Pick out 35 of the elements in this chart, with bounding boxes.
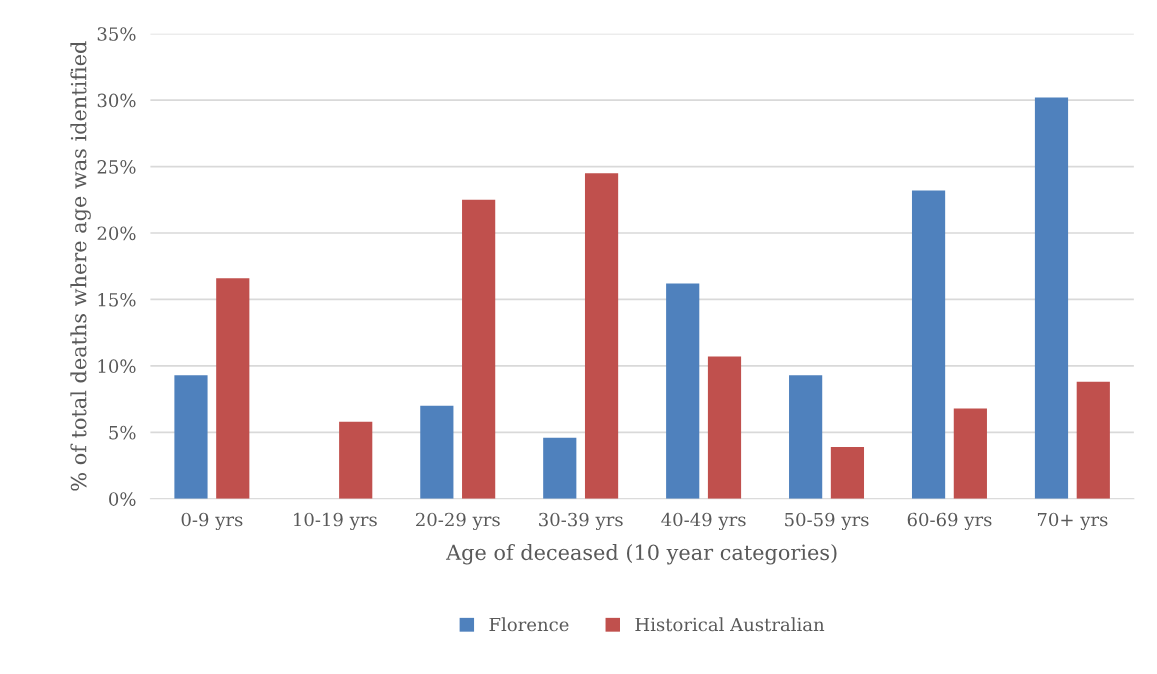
bar: [707, 356, 742, 499]
x-tick-label: 20-29 yrs: [416, 512, 500, 531]
x-tick-label: 10-19 yrs: [294, 512, 377, 531]
bar: [543, 437, 577, 499]
x-tick-label: 60-69 yrs: [907, 512, 992, 531]
y-tick-label: 15%: [98, 292, 136, 307]
bar: [789, 375, 823, 499]
legend-label: Historical Australian: [635, 617, 825, 632]
bar: [339, 421, 373, 499]
x-tick-label: 0-9 yrs: [181, 512, 243, 531]
bar: [953, 408, 987, 499]
bar: [420, 405, 454, 499]
x-tick-label: 70+ yrs: [1037, 512, 1108, 531]
bar: [216, 278, 250, 499]
y-tick-label: 35%: [97, 27, 136, 41]
legend-label: Florence: [489, 617, 569, 632]
bar: [830, 446, 865, 499]
y-tick-label: 10%: [98, 359, 136, 373]
bar: [666, 283, 700, 499]
bar: [1076, 381, 1110, 499]
bar: [1034, 97, 1069, 499]
x-tick-label: 40-49 yrs: [661, 512, 746, 531]
bar: [584, 173, 619, 499]
bar: [174, 375, 208, 499]
x-axis-title: Age of deceased (10 year categories): [445, 544, 837, 565]
x-tick-label: 30-39 yrs: [539, 512, 623, 531]
bar: [462, 199, 496, 499]
bar: [911, 190, 946, 499]
y-tick-label: 0%: [109, 492, 136, 506]
y-tick-label: 25%: [97, 160, 136, 174]
y-tick-label: 20%: [97, 226, 136, 241]
y-axis-title: % of total deaths where age was identified: [70, 41, 91, 491]
y-tick-label: 30%: [97, 93, 136, 108]
x-tick-label: 50-59 yrs: [785, 512, 869, 531]
y-tick-label: 5%: [109, 425, 136, 440]
